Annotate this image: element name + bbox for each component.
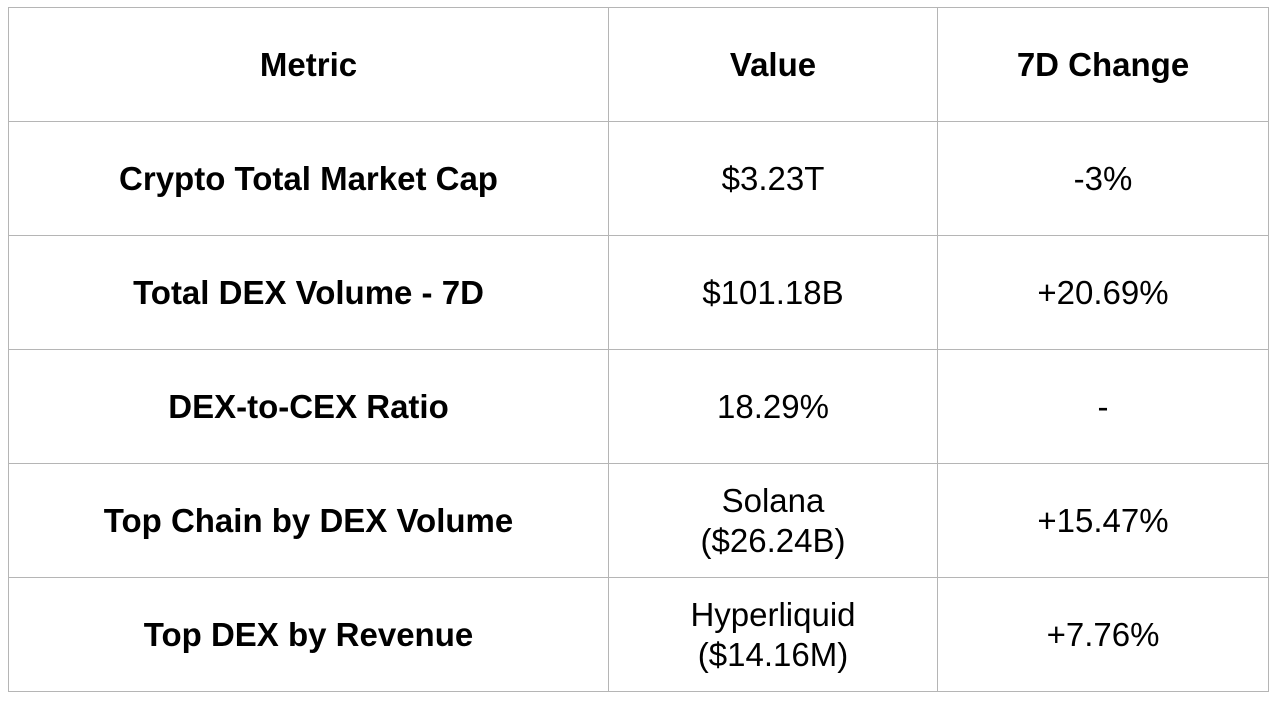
value-line: $101.18B [702,273,844,311]
value-cell: 18.29% [608,349,938,464]
change-cell: -3% [937,121,1269,236]
value-cell: Hyperliquid ($14.16M) [608,577,938,692]
metric-cell: Top DEX by Revenue [8,577,609,692]
metrics-table: Metric Value 7D Change Crypto Total Mark… [8,7,1269,692]
change-cell: - [937,349,1269,464]
value-line: ($14.16M) [697,635,849,673]
value-cell: $101.18B [608,235,938,350]
value-line: ($26.24B) [700,521,846,559]
value-cell: Solana ($26.24B) [608,463,938,578]
table-row: Crypto Total Market Cap $3.23T -3% [8,121,1269,236]
change-cell: +15.47% [937,463,1269,578]
value-line: $3.23T [721,159,825,197]
value-line: Hyperliquid [690,595,856,633]
header-value: Value [608,7,938,122]
header-7d-change: 7D Change [937,7,1269,122]
table-row: DEX-to-CEX Ratio 18.29% - [8,349,1269,464]
metric-cell: Crypto Total Market Cap [8,121,609,236]
value-line: 18.29% [717,387,829,425]
table-row: Top DEX by Revenue Hyperliquid ($14.16M)… [8,577,1269,692]
value-line: Solana [721,481,825,519]
value-cell: $3.23T [608,121,938,236]
header-metric: Metric [8,7,609,122]
table-header-row: Metric Value 7D Change [8,7,1269,122]
metric-cell: Top Chain by DEX Volume [8,463,609,578]
change-cell: +20.69% [937,235,1269,350]
table-row: Top Chain by DEX Volume Solana ($26.24B)… [8,463,1269,578]
table-row: Total DEX Volume - 7D $101.18B +20.69% [8,235,1269,350]
metric-cell: DEX-to-CEX Ratio [8,349,609,464]
change-cell: +7.76% [937,577,1269,692]
metric-cell: Total DEX Volume - 7D [8,235,609,350]
